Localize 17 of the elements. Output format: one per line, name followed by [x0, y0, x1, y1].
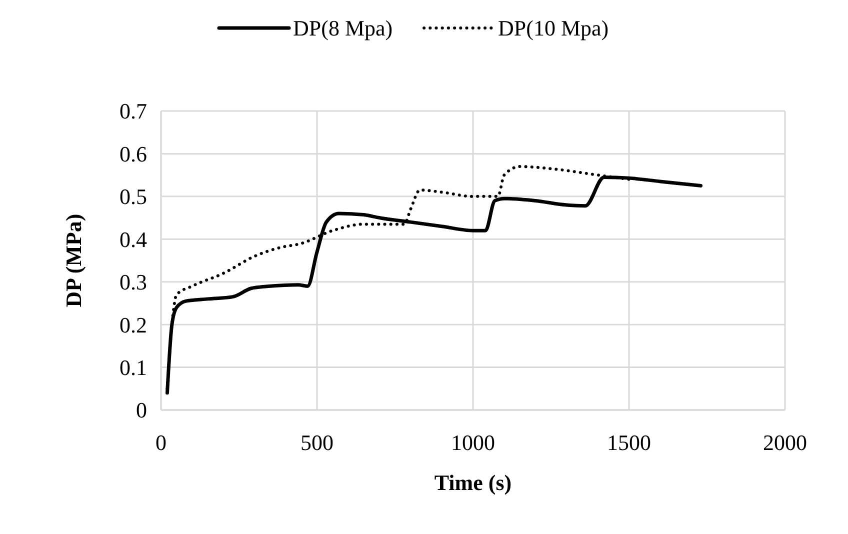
y-tick-label: 0.1 — [120, 354, 147, 380]
x-tick-label: 1500 — [607, 430, 651, 455]
y-tick-label: 0.5 — [120, 184, 147, 210]
y-tick-label: 0.2 — [120, 312, 147, 338]
y-tick-label: 0 — [136, 398, 147, 423]
x-tick-label: 0 — [156, 430, 166, 455]
x-tick-label: 500 — [300, 430, 334, 455]
x-tick-label: 1000 — [451, 430, 495, 455]
legend-label: DP(8 Mpa) — [293, 16, 393, 41]
y-axis-title: DP (MPa) — [61, 214, 86, 308]
legend-label: DP(10 Mpa) — [498, 16, 609, 41]
x-axis-title: Time (s) — [434, 470, 512, 495]
y-tick-label: 0.6 — [120, 141, 147, 166]
y-tick-label: 0.4 — [120, 226, 147, 252]
x-tick-label: 2000 — [763, 430, 807, 455]
y-tick-label: 0.3 — [120, 270, 147, 295]
y-tick-label: 0.7 — [120, 98, 147, 124]
